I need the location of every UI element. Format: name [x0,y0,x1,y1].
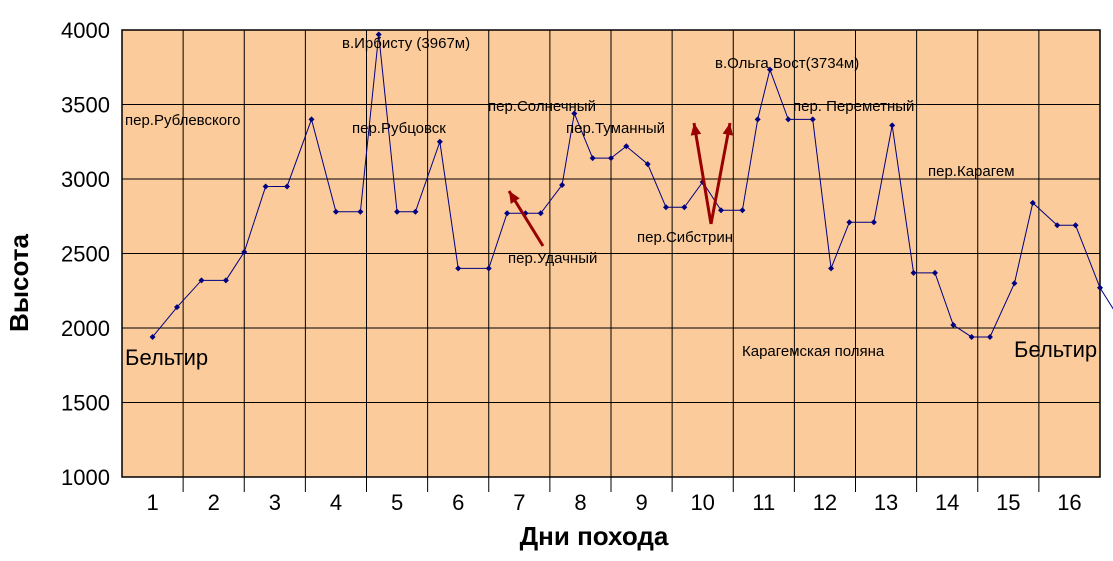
x-tick-label: 14 [935,490,959,515]
data-point [559,181,566,188]
data-point [332,208,339,215]
grid-lines [122,29,1100,492]
data-point [504,210,511,217]
data-point [968,333,975,340]
x-tick-label: 12 [813,490,837,515]
arrows-layer [507,122,734,247]
y-axis-title: Высота [4,234,34,332]
data-point [718,207,725,214]
annotation-karagem: пер.Карагем [928,163,1015,180]
data-point [149,333,156,340]
data-point [284,183,291,190]
data-point [889,122,896,129]
annotation-rubtsovsk: пер.Рубцовск [352,120,446,137]
data-point [754,116,761,123]
y-tick-label: 2000 [61,316,110,341]
data-point [222,277,229,284]
y-tick-label: 1000 [61,465,110,490]
data-point [663,204,670,211]
annotation-karagemskaya-polyana: Карагемская поляна [742,343,885,360]
x-tick-label: 6 [452,490,464,515]
y-tick-label: 4000 [61,18,110,43]
y-tick-label: 2500 [61,242,110,267]
data-point [809,116,816,123]
data-point [785,116,792,123]
annotation-olga-vost: в.Ольга Вост(3734м) [715,55,859,72]
x-tick-label: 2 [208,490,220,515]
data-point [262,183,269,190]
x-tick-label: 1 [146,490,158,515]
data-point [644,161,651,168]
data-point [623,143,630,150]
y-tick-label: 1500 [61,391,110,416]
data-point [198,277,205,284]
annotations-layer: пер.Рублевского в.Ирбисту (3967м) пер.Рубц… [125,35,1097,370]
data-point [1072,222,1079,229]
annotation-tumanny: пер.Туманный [566,120,665,137]
x-tick-label: 5 [391,490,403,515]
data-point [910,269,917,276]
x-tick-label: 15 [996,490,1020,515]
data-point [241,249,248,256]
data-point [739,207,746,214]
annotation-peremetny: пер. Переметный [793,98,914,115]
annotation-rublevskogo: пер.Рублевского [125,112,241,129]
annotation-irbistu: в.Ирбисту (3967м) [342,35,470,52]
data-point [436,138,443,145]
data-point [1054,222,1061,229]
data-point [1011,280,1018,287]
x-tick-label: 11 [752,490,775,515]
x-tick-label: 7 [513,490,525,515]
y-axis-ticks: 1000 1500 2000 2500 3000 3500 4000 [61,18,110,490]
data-point [357,208,364,215]
data-point [828,265,835,272]
data-point [571,110,578,117]
data-point [950,322,957,329]
data-point [986,333,993,340]
data-point [455,265,462,272]
arrow-udachny [507,190,545,247]
data-point [931,269,938,276]
arrow-sibstrin-right [709,122,734,225]
data-point [589,155,596,162]
series-layer [149,31,1113,340]
data-point [1029,199,1036,206]
annotation-beltir-start: Бельтир [125,345,208,370]
x-axis-title: Дни похода [520,521,669,551]
data-point [537,210,544,217]
annotation-solnechny: пер.Солнечный [488,98,596,115]
y-tick-label: 3000 [61,167,110,192]
data-point [1097,284,1103,291]
data-point [846,219,853,226]
x-tick-label: 16 [1057,490,1081,515]
x-tick-label: 4 [330,490,342,515]
x-axis-ticks: 1 2 3 4 5 6 7 8 9 10 11 12 13 14 15 16 [146,490,1081,515]
data-point [681,204,688,211]
annotation-beltir-end: Бельтир [1014,337,1097,362]
data-point [412,208,419,215]
x-tick-label: 9 [635,490,647,515]
x-tick-label: 8 [574,490,586,515]
x-tick-label: 3 [269,490,281,515]
arrow-sibstrin-left [690,122,713,225]
y-tick-label: 3500 [61,93,110,118]
x-tick-label: 10 [690,490,714,515]
data-point [608,155,614,162]
annotation-udachny: пер.Удачный [508,250,597,267]
data-point [174,304,181,311]
data-point [870,219,877,226]
data-point [394,208,401,215]
data-point [485,265,492,272]
x-tick-label: 13 [874,490,898,515]
data-point [766,66,773,73]
annotation-sibstrin: пер.Сибстрин [637,229,733,246]
data-point [375,31,382,38]
data-point [308,116,315,123]
